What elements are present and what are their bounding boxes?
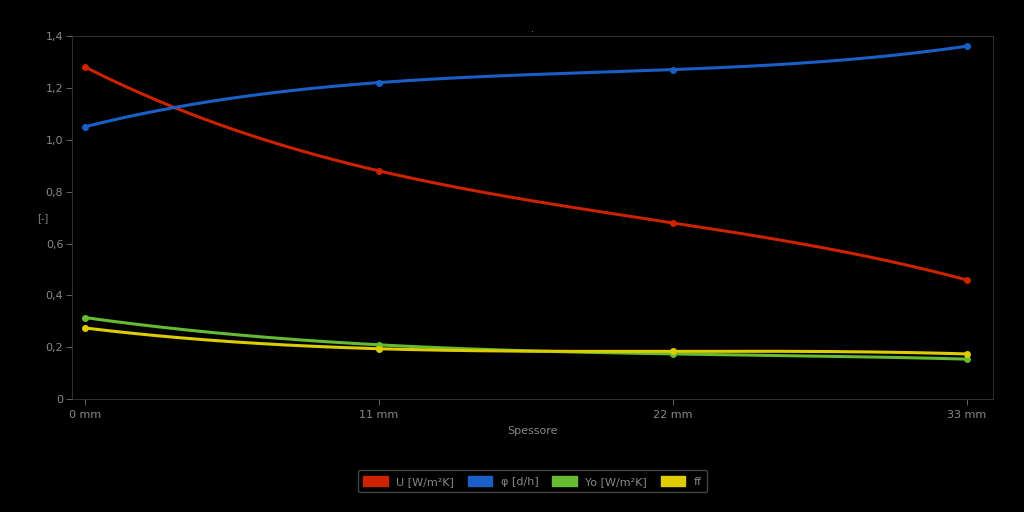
- φ [d/h]: [604, 69, 616, 75]
- ff: [601, 348, 613, 354]
- U [W/m²K]: [878, 257, 890, 263]
- ff: [79, 325, 91, 331]
- U [W/m²K]: [601, 209, 613, 216]
- Yo [W/m²K]: [618, 350, 631, 356]
- Yo [W/m²K]: [961, 356, 973, 362]
- Yo [W/m²K]: [82, 315, 94, 321]
- ff: [618, 348, 631, 354]
- φ [d/h]: [82, 123, 94, 129]
- φ [d/h]: [618, 68, 631, 74]
- ff: [82, 325, 94, 331]
- ff: [878, 349, 890, 355]
- φ [d/h]: [79, 123, 91, 130]
- Title: .: .: [531, 24, 534, 34]
- U [W/m²K]: [961, 277, 973, 283]
- Yo [W/m²K]: [822, 353, 835, 359]
- ff: [822, 349, 835, 355]
- φ [d/h]: [601, 69, 613, 75]
- ff: [604, 348, 616, 354]
- Line: Yo [W/m²K]: Yo [W/m²K]: [85, 317, 967, 359]
- Y-axis label: [-]: [-]: [37, 212, 48, 223]
- Yo [W/m²K]: [601, 350, 613, 356]
- φ [d/h]: [961, 43, 973, 49]
- Line: φ [d/h]: φ [d/h]: [85, 46, 967, 126]
- U [W/m²K]: [618, 212, 631, 219]
- φ [d/h]: [878, 53, 890, 59]
- X-axis label: Spessore: Spessore: [507, 426, 558, 436]
- ff: [961, 351, 973, 357]
- Yo [W/m²K]: [878, 354, 890, 360]
- Line: U [W/m²K]: U [W/m²K]: [85, 67, 967, 280]
- U [W/m²K]: [604, 210, 616, 216]
- Line: ff: ff: [85, 328, 967, 354]
- Legend: U [W/m²K], φ [d/h], Yo [W/m²K], ff: U [W/m²K], φ [d/h], Yo [W/m²K], ff: [357, 471, 708, 492]
- U [W/m²K]: [82, 66, 94, 72]
- U [W/m²K]: [822, 246, 835, 252]
- Yo [W/m²K]: [604, 350, 616, 356]
- φ [d/h]: [822, 58, 835, 64]
- Yo [W/m²K]: [79, 314, 91, 321]
- U [W/m²K]: [79, 64, 91, 70]
